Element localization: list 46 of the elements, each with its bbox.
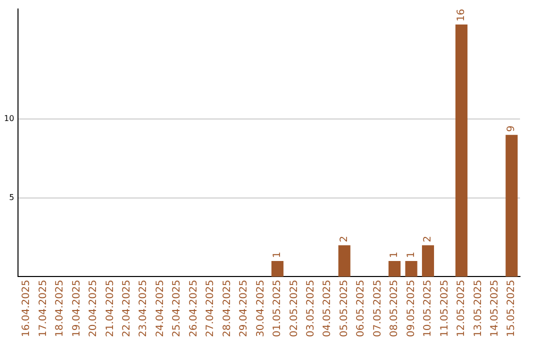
x-tick-label: 23.04.2025 [138,280,150,338]
x-tick-label: 17.04.2025 [38,280,49,338]
bar [271,260,284,277]
x-tick-label: 22.04.2025 [122,280,132,338]
x-tick-label: 21.04.2025 [104,280,116,338]
bar [405,260,418,277]
bar [455,24,468,277]
x-tick-label: 02.05.2025 [288,280,300,338]
y-tick-label: 5 [9,193,14,202]
x-tick-label: 19.04.2025 [71,280,82,338]
x-tick-label: 09.05.2025 [406,280,417,338]
x-tick-label: 12.05.2025 [456,280,468,338]
x-tick-label: 07.05.2025 [372,280,384,338]
x-tick-label: 24.04.2025 [154,280,166,338]
data-label: 2 [422,236,434,242]
y-tick-label: 10 [4,114,14,124]
x-tick-label: 01.05.2025 [272,280,284,338]
bar [338,245,350,277]
x-tick-label: 15.05.2025 [506,280,518,338]
data-label: 1 [272,252,284,258]
x-tick-label: 05.05.2025 [338,280,350,338]
x-tick-label: 06.05.2025 [356,280,367,338]
data-label: 16 [456,8,468,22]
x-tick-label: 18.04.2025 [54,280,66,338]
x-tick-label: 03.05.2025 [306,280,316,338]
data-label: 1 [389,252,400,258]
x-tick-label: 27.04.2025 [205,280,216,338]
x-tick-label: 25.04.2025 [172,280,183,338]
data-label: 1 [406,252,417,258]
x-tick-label: 04.05.2025 [322,280,334,338]
x-tick-label: 14.05.2025 [490,280,501,338]
x-tick-label: 08.05.2025 [389,280,400,338]
bar [506,134,518,277]
bar [422,245,434,277]
x-tick-label: 30.04.2025 [255,280,266,338]
x-tick-label: 13.05.2025 [472,280,484,338]
x-tick-label: 16.04.2025 [21,280,32,338]
bar [388,260,401,277]
x-tick-label: 26.04.2025 [188,280,200,338]
x-tick-label: 11.05.2025 [439,280,450,338]
x-tick-label: 10.05.2025 [422,280,434,338]
x-tick-label: 20.04.2025 [88,280,100,338]
data-label: 2 [338,236,350,242]
x-tick-label: 28.04.2025 [222,280,233,338]
data-label: 9 [506,126,518,132]
x-tick-label: 29.04.2025 [238,280,250,338]
